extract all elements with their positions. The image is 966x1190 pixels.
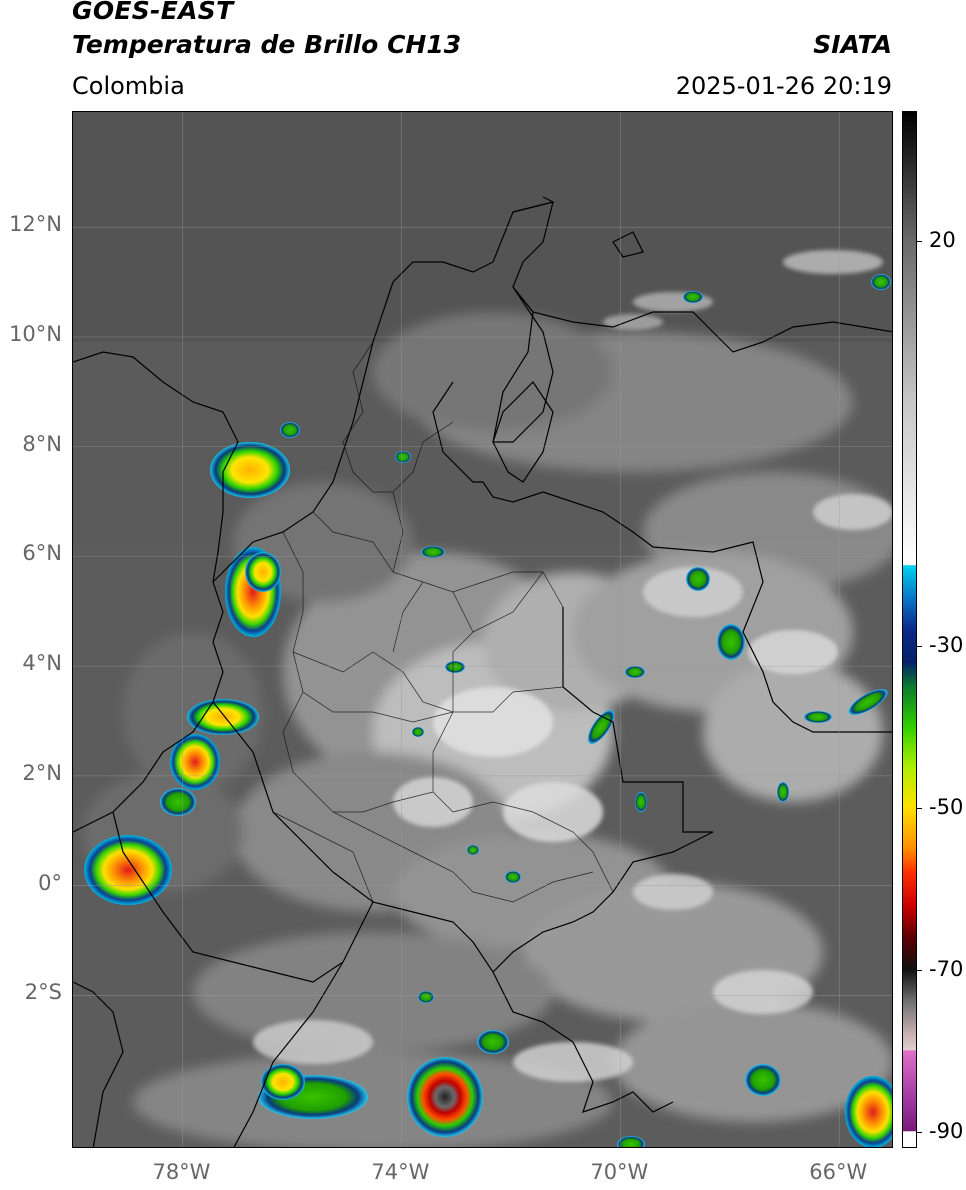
- colorbar-tick: [917, 240, 922, 242]
- lat-label: 8°N: [22, 431, 62, 456]
- lat-label: 10°N: [9, 321, 62, 346]
- colorbar-tick: [917, 1131, 922, 1133]
- lon-label: 78°W: [152, 1160, 211, 1184]
- lon-label: 74°W: [371, 1160, 430, 1184]
- lat-label: 4°N: [22, 651, 62, 676]
- department-borders: [272, 341, 614, 903]
- colorbar-label: 20: [929, 227, 956, 252]
- lat-label: 0°: [38, 870, 62, 895]
- colorbar-tick: [917, 807, 922, 809]
- lat-label: 12°N: [9, 212, 62, 237]
- lon-label: 70°W: [590, 1160, 649, 1184]
- datetime-label: 2025-01-26 20:19: [675, 72, 892, 100]
- colorbar-label: -50: [929, 794, 964, 819]
- colorbar-label: -70: [929, 956, 964, 981]
- agency-label: SIATA: [813, 30, 892, 59]
- lat-label: 2°N: [22, 760, 62, 785]
- colorbar-label: -90: [929, 1118, 964, 1143]
- colorbar: [902, 111, 917, 1148]
- country-borders: [73, 196, 892, 1147]
- map-gridlines: [73, 112, 892, 1147]
- satellite-map[interactable]: [72, 111, 893, 1148]
- lon-label: 66°W: [809, 1160, 868, 1184]
- colorbar-tick: [917, 969, 922, 971]
- lat-label: 2°S: [24, 980, 62, 1005]
- colorbar-label: -30: [929, 632, 964, 657]
- satellite-title: GOES-EAST: [72, 0, 234, 25]
- map-canvas: [73, 112, 892, 1147]
- colorbar-tick: [917, 645, 922, 647]
- product-title: Temperatura de Brillo CH13: [72, 30, 462, 59]
- lat-label: 6°N: [22, 541, 62, 566]
- region-label: Colombia: [72, 72, 185, 100]
